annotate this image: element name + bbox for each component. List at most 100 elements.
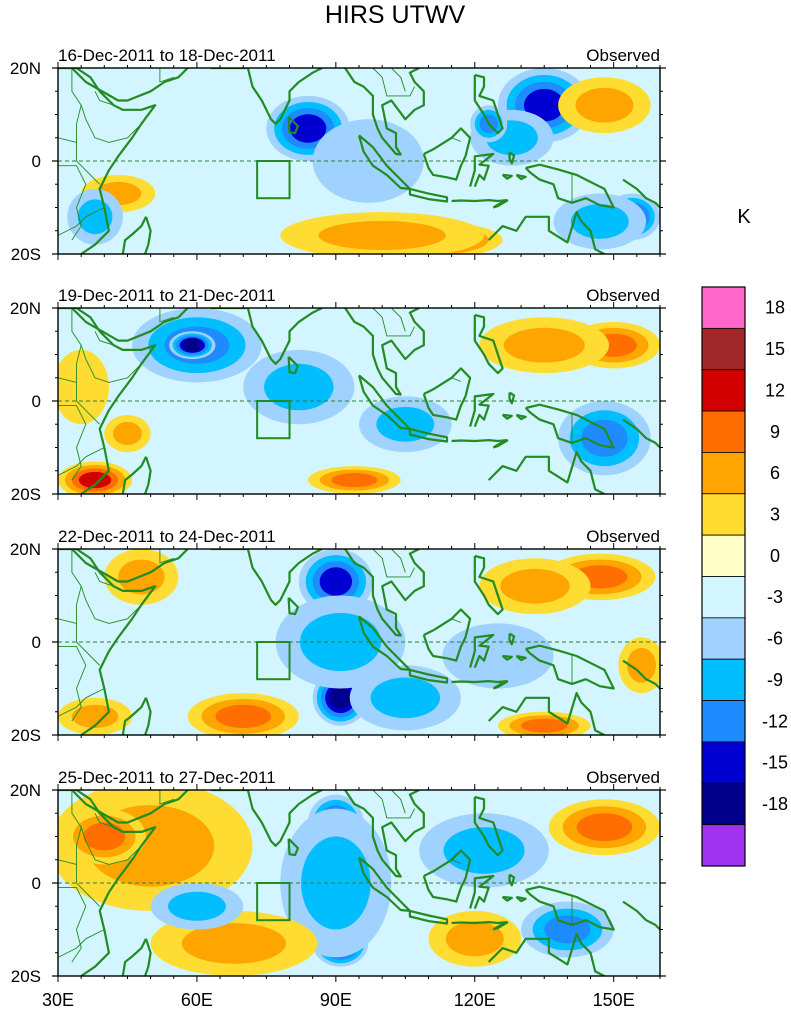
coastline: [515, 173, 527, 181]
colorbar-swatch: [701, 824, 746, 867]
coastline: [477, 46, 483, 59]
coastline: [477, 768, 483, 781]
y-tick-label: 0: [32, 392, 41, 411]
coastlines: [58, 768, 660, 976]
colorbar-swatch: [701, 493, 746, 536]
coastline: [501, 654, 513, 661]
map-panels: 16-Dec-2011 to 18-Dec-2011 Observed 20N 0 20…: [10, 46, 666, 1010]
anomaly-contour: [112, 421, 142, 446]
coastline: [473, 554, 504, 616]
coastline: [344, 308, 425, 396]
target-region-box: [256, 160, 291, 200]
colorbar-label: 9: [770, 422, 780, 442]
coastline: [473, 313, 504, 375]
coastline: [451, 439, 508, 443]
country-border: [451, 377, 462, 382]
anomaly-contour: [183, 338, 202, 353]
coastline: [408, 909, 449, 925]
y-tick-label: 20S: [11, 485, 41, 504]
anomaly-contour: [58, 349, 109, 425]
colorbar-frame: [701, 286, 746, 867]
country-border: [372, 68, 416, 97]
panel-observed-label: Observed: [586, 527, 660, 546]
anomaly-contour: [575, 87, 634, 123]
colorbar-label: 3: [770, 504, 780, 524]
coastline: [508, 632, 516, 646]
coastline: [422, 367, 472, 421]
country-border: [58, 405, 87, 481]
coastline: [422, 608, 472, 662]
colorbar-label: -6: [767, 629, 783, 649]
anomaly-contour: [500, 568, 570, 604]
colorbar-label: -18: [762, 794, 788, 814]
coastline: [287, 356, 299, 375]
colorbar-swatch: [701, 534, 746, 577]
coastline: [492, 439, 509, 449]
anomaly-contour: [445, 921, 504, 957]
country-border: [451, 618, 462, 623]
country-border: [372, 549, 416, 578]
country-border: [372, 790, 416, 819]
coastline: [344, 549, 425, 637]
map-panel-2: 19-Dec-2011 to 21-Dec-2011 Observed 20N 0 20…: [10, 286, 666, 504]
contour-field: [58, 286, 660, 494]
country-border: [94, 813, 114, 828]
country-border: [451, 137, 462, 142]
colorbar-swatch: [701, 700, 746, 743]
country-border: [58, 137, 77, 143]
coastlines: [58, 527, 660, 735]
country-border: [391, 549, 406, 573]
coastline: [357, 134, 411, 190]
country-border: [58, 377, 77, 383]
coastline: [287, 838, 299, 857]
coastline: [121, 697, 147, 735]
y-tick-label: 20S: [11, 245, 41, 264]
panel-observed-label: Observed: [586, 286, 660, 305]
coastline: [469, 633, 495, 669]
map-panel-4: 25-Dec-2011 to 27-Dec-2011 Observed 20N 0 20…: [10, 768, 666, 986]
anomaly-contour: [443, 827, 525, 874]
x-tick-label: 150E: [593, 990, 635, 1010]
coastline: [501, 413, 513, 420]
coastline: [451, 680, 508, 684]
coastline: [451, 921, 508, 925]
anomaly-contour: [576, 813, 633, 842]
anomaly-contour: [570, 204, 629, 239]
coastline: [210, 790, 323, 847]
contour-field: [58, 527, 660, 735]
coastline: [71, 549, 189, 583]
country-border: [94, 572, 114, 587]
coastline: [501, 173, 513, 180]
anomaly-contour: [523, 88, 565, 122]
x-tick-label: 90E: [320, 990, 352, 1010]
coastline: [144, 697, 152, 735]
anomaly-contour: [301, 836, 371, 930]
coastline: [71, 68, 189, 102]
map-panel-3: 22-Dec-2011 to 24-Dec-2011 Observed 20N 0 20…: [10, 527, 666, 745]
colorbar-units-label: K: [737, 206, 751, 228]
coastline: [71, 790, 189, 824]
target-region-box: [256, 641, 291, 681]
coastline: [469, 874, 495, 910]
coastline: [422, 127, 472, 181]
anomaly-contour: [329, 686, 352, 709]
coastline: [477, 527, 483, 540]
anomaly-contour: [521, 718, 568, 733]
country-border: [76, 827, 101, 907]
x-tick-label: 30E: [42, 990, 74, 1010]
anomaly-contour: [181, 923, 287, 964]
coastline: [357, 374, 411, 430]
coastline: [408, 668, 449, 684]
coastline: [622, 178, 660, 209]
coastline: [121, 456, 147, 494]
coastline: [487, 933, 605, 976]
coastline: [210, 308, 323, 365]
coastline: [487, 211, 605, 254]
y-tick-label: 0: [32, 874, 41, 893]
y-tick-label: 0: [32, 633, 41, 652]
anomaly-contour: [544, 915, 591, 944]
country-border: [391, 790, 406, 814]
panel-period-label: 22-Dec-2011 to 24-Dec-2011: [58, 527, 276, 546]
target-region-box: [256, 882, 291, 922]
coastline: [477, 286, 483, 299]
